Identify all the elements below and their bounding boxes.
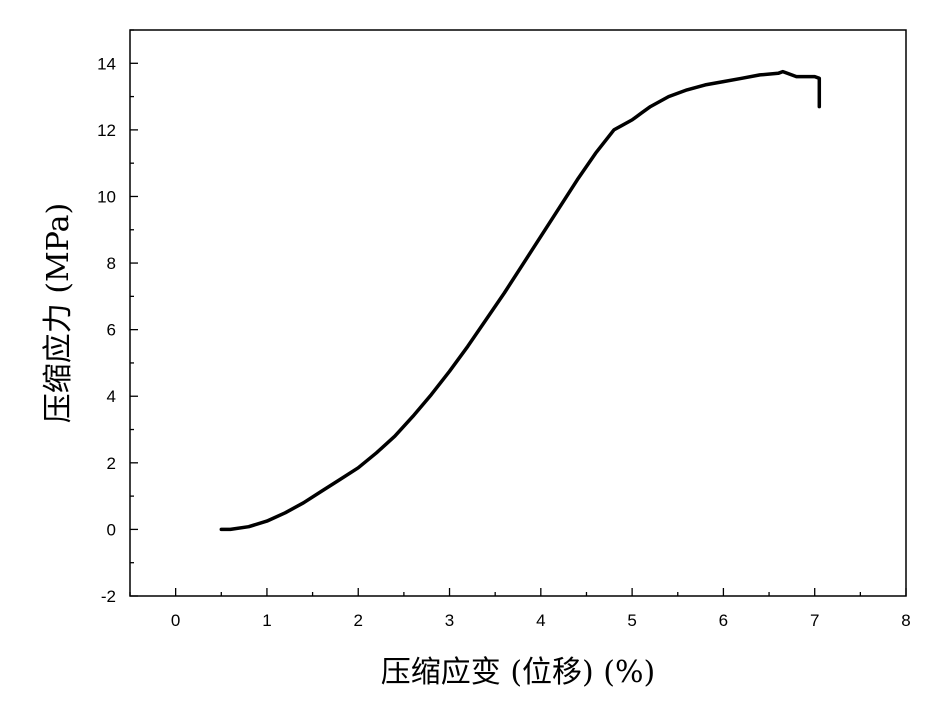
x-tick-label: 6 — [719, 611, 728, 630]
x-tick-label: 3 — [445, 611, 454, 630]
x-tick-label: 4 — [536, 611, 545, 630]
y-tick-label: 6 — [107, 321, 116, 340]
y-tick-label: 8 — [107, 254, 116, 273]
y-tick-label: 12 — [97, 121, 116, 140]
x-tick-label: 2 — [354, 611, 363, 630]
x-tick-label: 1 — [262, 611, 271, 630]
plot-frame — [129, 29, 907, 597]
x-tick-label: 5 — [627, 611, 636, 630]
y-tick-label: 2 — [107, 454, 116, 473]
x-axis-title: 压缩应变 (位移) (%) — [381, 655, 655, 690]
y-tick-label: 0 — [107, 520, 116, 539]
y-tick-label: 14 — [97, 54, 116, 73]
stress-strain-curve — [219, 69, 822, 532]
axis-ticks — [129, 29, 907, 597]
y-axis-title: 压缩应力 (MPa) — [41, 203, 76, 423]
x-tick-label: 7 — [810, 611, 819, 630]
y-tick-label: 10 — [97, 187, 116, 206]
y-tick-label: 4 — [107, 387, 116, 406]
x-tick-label: 8 — [901, 611, 910, 630]
x-tick-label: 0 — [171, 611, 180, 630]
y-tick-label: -2 — [101, 587, 116, 606]
